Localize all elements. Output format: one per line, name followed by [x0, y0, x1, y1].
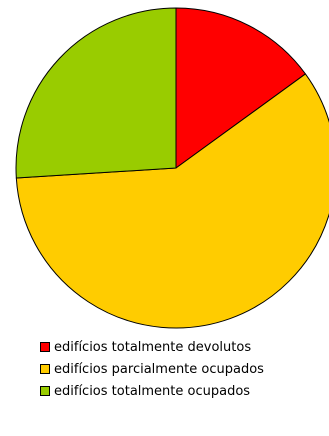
legend-item-totalmente-ocupados: edifícios totalmente ocupados — [40, 380, 325, 402]
legend-swatch — [40, 364, 50, 374]
legend-swatch — [40, 342, 50, 352]
legend-label: edifícios totalmente devolutos — [54, 340, 251, 355]
legend-label: edifícios parcialmente ocupados — [54, 362, 264, 377]
legend-swatch — [40, 386, 50, 396]
legend-item-totalmente-devolutos: edifícios totalmente devolutos — [40, 336, 325, 358]
pie-slice-3 — [16, 8, 176, 178]
legend-label: edifícios totalmente ocupados — [54, 384, 250, 399]
pie-chart — [0, 0, 329, 336]
legend-item-parcialmente-ocupados: edifícios parcialmente ocupados — [40, 358, 325, 380]
legend: edifícios totalmente devolutos edifícios… — [40, 336, 325, 402]
